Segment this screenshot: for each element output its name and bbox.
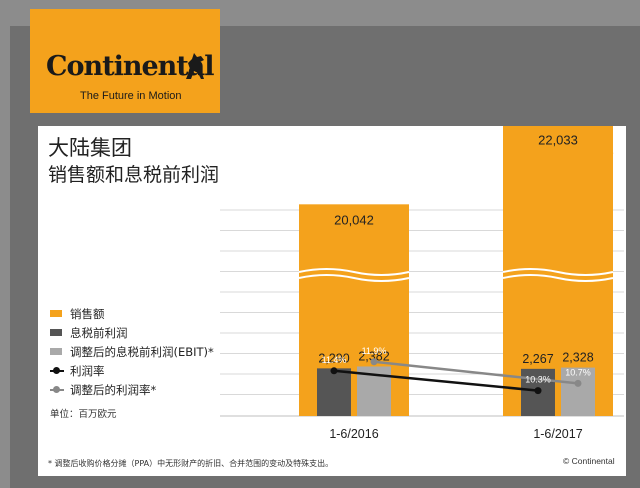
margin-value-label: 11.4%: [322, 355, 347, 365]
category-label: 1-6/2017: [533, 427, 582, 441]
legend-label-adj-margin: 调整后的利润率*: [70, 383, 157, 397]
adj-ebit-value-label: 2,382: [358, 349, 389, 363]
axis-break-mark: [298, 268, 410, 276]
ebit-bar: [317, 368, 351, 416]
chart-card: 大陆集团 销售额和息税前利润 Q 2 销售额 息税前利润 调整后的息税前利润(E…: [38, 126, 626, 476]
sales-value-label: 20,042: [334, 212, 374, 227]
axis-break-mark: [502, 274, 614, 282]
legend-swatch-ebit: [50, 329, 62, 336]
legend-label-ebit: 息税前利润: [70, 326, 128, 340]
ebit-value-label: 2,267: [522, 352, 553, 366]
horse-icon: [186, 53, 204, 79]
unit-label: 单位：百万欧元: [50, 409, 117, 420]
page-subtitle: 销售额和息税前利润: [48, 164, 220, 186]
adj-margin-value-label: 11.9%: [362, 346, 387, 356]
sales-bar: [299, 204, 409, 416]
adj-margin-point: [574, 379, 582, 387]
margin-point: [534, 387, 542, 395]
legend-swatch-adj-ebit: [50, 348, 62, 355]
legend-swatch-sales: [50, 310, 62, 317]
axis-break-mark: [298, 274, 410, 282]
margin-line: [333, 369, 539, 392]
margin-value-label: 10.3%: [525, 375, 551, 385]
adj-margin-value-label: 10.7%: [565, 367, 591, 377]
margin-point: [330, 367, 338, 375]
legend-label-margin: 利润率: [70, 364, 105, 378]
page-title: 大陆集团: [48, 136, 132, 160]
adj-margin-line: [373, 360, 579, 385]
chart-plot: 20,042 2,290 2,382 1-6/2016 22,033 2,267 2,328…: [220, 126, 624, 441]
axis-break-mark: [502, 268, 614, 276]
footnote: * 调整后收购价格分摊（PPA）中无形财产的折旧、合并范围的变动及特殊支出。: [48, 459, 334, 468]
legend-dot-margin: [53, 367, 60, 374]
legend-label-sales: 销售额: [70, 307, 105, 321]
legend-dot-adj-margin: [53, 386, 60, 393]
adj-margin-point: [370, 358, 378, 366]
ebit-value-label: 2,290: [318, 351, 349, 365]
adj-ebit-value-label: 2,328: [562, 351, 593, 365]
category-label: 1-6/2016: [329, 427, 378, 441]
logo-box: Continental The Future in Motion: [30, 9, 220, 113]
logo-wordmark: Continental: [46, 51, 215, 82]
adj-ebit-bar: [561, 367, 595, 416]
sales-value-label: 22,033: [538, 133, 578, 148]
copyright: © Continental: [563, 456, 615, 466]
logo-tagline: The Future in Motion: [80, 90, 182, 102]
legend-label-adj-ebit: 调整后的息税前利润(EBIT)*: [70, 345, 214, 359]
